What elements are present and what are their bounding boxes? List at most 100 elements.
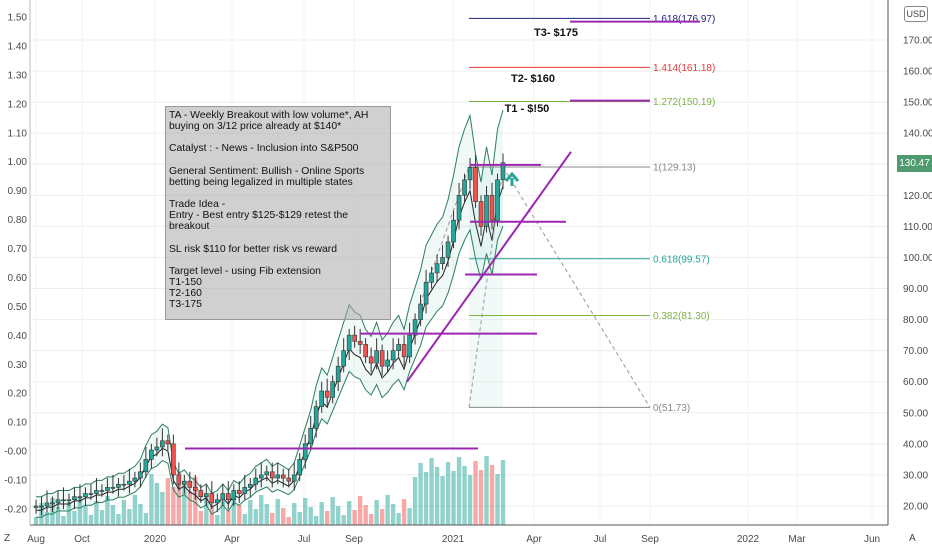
candle-body	[44, 502, 50, 507]
bollinger-lower	[36, 225, 504, 518]
candle-body	[330, 381, 335, 398]
candle-body	[160, 440, 165, 448]
volume-bar	[385, 495, 390, 525]
volume-bar	[434, 467, 440, 525]
candle-body	[313, 406, 319, 429]
volume-bar	[220, 501, 225, 525]
left-axis-tick-label: 1.30	[8, 70, 28, 81]
volume-bars	[33, 456, 506, 525]
candle-body	[319, 390, 324, 407]
volume-bar	[407, 508, 412, 525]
candle-body	[297, 459, 303, 476]
right-axis-tick-label: 20.00	[903, 502, 928, 513]
left-axis-tick-label: -0.20	[4, 505, 27, 516]
candle-body	[374, 350, 379, 364]
fib-level-label: 1(129.13)	[653, 162, 696, 173]
x-axis-tick-label: Oct	[74, 534, 90, 545]
volume-bar	[83, 506, 88, 525]
volume-bar	[242, 514, 247, 525]
volume-bar	[72, 511, 77, 525]
candle-body	[88, 493, 94, 495]
candle-body	[451, 219, 456, 243]
candle-body	[357, 341, 363, 345]
candle-body	[176, 474, 182, 485]
volume-bar	[138, 504, 143, 525]
volume-bar	[330, 497, 335, 525]
right-axis-tick-label: 70.00	[903, 346, 928, 357]
x-axis-tick-label: 2021	[442, 534, 465, 545]
left-axis-tick-label: 0.30	[8, 360, 28, 371]
volume-bar	[324, 511, 330, 525]
candle-body	[352, 334, 357, 342]
candle-body	[264, 471, 270, 476]
candle-body	[473, 167, 478, 202]
volume-bar	[368, 514, 374, 525]
candle-body	[346, 334, 352, 351]
auto-scale-button[interactable]: A	[909, 533, 916, 544]
volume-bar	[489, 465, 495, 525]
candle-body	[33, 505, 39, 508]
candle-body	[99, 490, 105, 492]
volume-bar	[110, 505, 116, 525]
left-axis-tick-label: -0.10	[4, 476, 27, 487]
volume-bar	[500, 460, 506, 525]
candle-body	[143, 459, 149, 473]
volume-bar	[154, 483, 160, 525]
candlesticks	[33, 153, 506, 516]
volume-bar	[374, 500, 379, 525]
right-axis-tick-label: 40.00	[903, 439, 928, 450]
volume-bar	[352, 510, 357, 525]
candle-body	[302, 443, 308, 460]
volume-bar	[286, 517, 291, 525]
left-axis-tick-label: 1.10	[8, 128, 28, 139]
candle-body	[55, 499, 61, 504]
candle-body	[50, 502, 55, 505]
volume-bar	[61, 516, 66, 525]
volume-bar	[237, 505, 242, 525]
volume-bar	[209, 506, 215, 525]
right-axis-tick-label: 80.00	[903, 315, 928, 326]
candle-body	[324, 390, 330, 398]
candle-body	[138, 471, 143, 479]
left-axis-tick-label: 1.50	[8, 13, 28, 24]
volume-bar	[116, 514, 121, 525]
drawn-trendlines	[185, 20, 700, 450]
volume-bar	[473, 461, 478, 525]
x-axis-tick-label: Sep	[641, 534, 659, 545]
volume-bar	[440, 476, 445, 525]
tradingview-logo-icon[interactable]: Z	[4, 533, 11, 544]
candle-body	[149, 449, 154, 460]
volume-bar	[264, 504, 269, 525]
candle-body	[390, 350, 396, 361]
candle-body	[105, 487, 110, 491]
candle-body	[72, 496, 77, 501]
candle-body	[489, 195, 495, 221]
note-paragraph: General Sentiment: Bullish - Online Spor…	[169, 165, 368, 188]
candle-body	[94, 490, 99, 494]
candle-body	[242, 487, 248, 494]
volume-bar	[165, 478, 171, 525]
fib-level-label: 0(51.73)	[653, 403, 690, 414]
fib-level-label: 1.414(161.18)	[653, 63, 715, 74]
volume-bar	[88, 515, 94, 525]
note-paragraph: Target level - using Fib extension T1-15…	[169, 265, 321, 311]
fib-level-label: 1.618(176.97)	[653, 14, 715, 25]
volume-bar	[77, 497, 83, 525]
candle-body	[396, 344, 401, 351]
volume-bar	[270, 513, 275, 525]
fib-connector	[419, 166, 470, 305]
candle-body	[495, 179, 500, 221]
volume-bar	[55, 507, 61, 525]
target-label: T2- $160	[511, 73, 555, 85]
x-axis-tick-label: Jul	[594, 534, 607, 545]
volume-bar	[121, 500, 127, 525]
note-paragraph: Catalyst : - News - Inclusion into S&P50…	[169, 143, 359, 155]
candle-body	[401, 344, 407, 358]
right-axis-tick-label: 150.00	[903, 98, 932, 109]
x-axis-tick-label: Apr	[526, 534, 542, 545]
currency-badge[interactable]: USD	[904, 6, 928, 22]
candle-body	[467, 167, 473, 181]
candle-body	[132, 477, 138, 482]
volume-bar	[149, 474, 154, 525]
